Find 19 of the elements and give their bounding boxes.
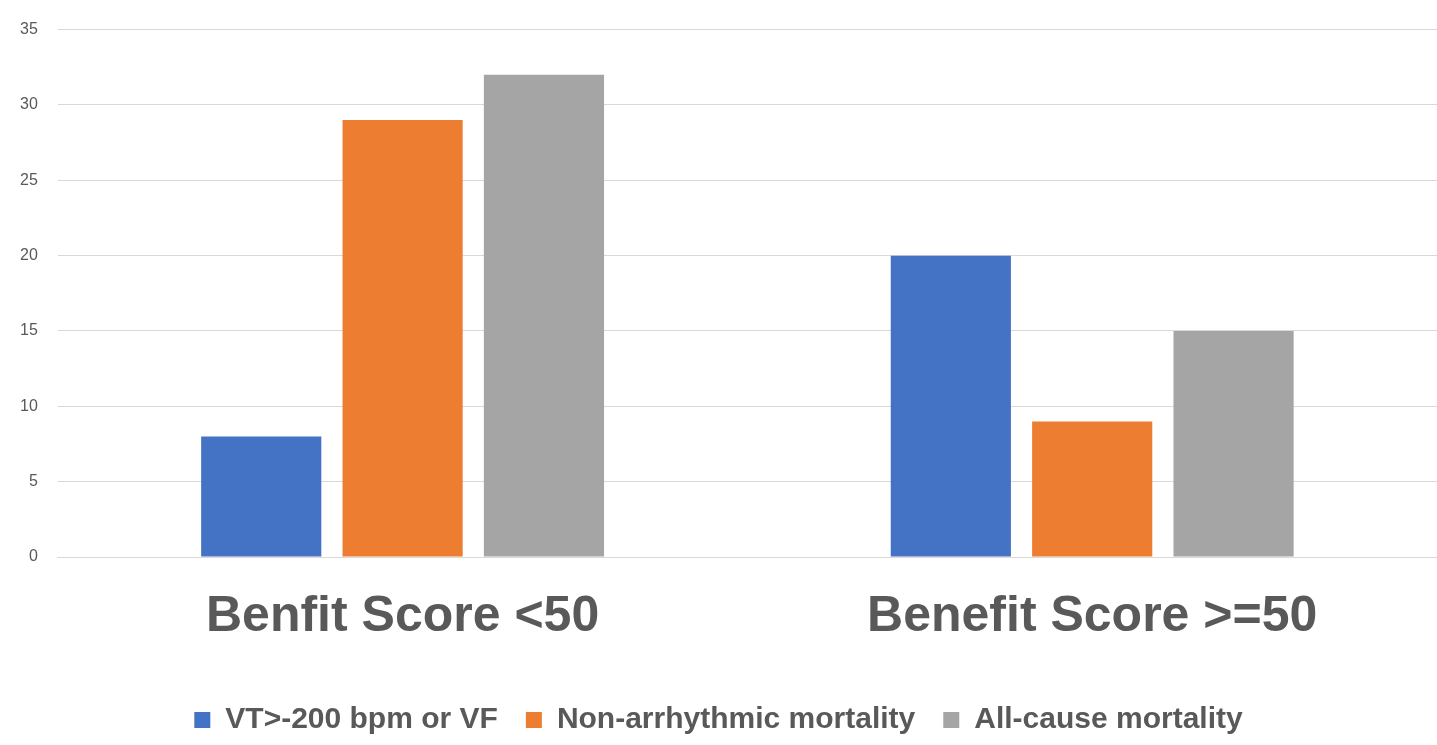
y-tick-label: 35 <box>20 20 38 38</box>
y-tick-label: 20 <box>20 246 38 264</box>
legend-label: All-cause mortality <box>974 701 1243 735</box>
bar <box>1173 330 1294 557</box>
x-tick-label: Benefit Score >=50 <box>867 585 1318 642</box>
y-tick-label: 15 <box>20 321 38 339</box>
x-tick-label: Benfit Score <50 <box>205 585 600 642</box>
y-tick-label: 5 <box>28 472 38 490</box>
bar <box>1032 421 1153 557</box>
legend-label: VT>-200 bpm or VF <box>225 701 498 735</box>
bar <box>342 120 463 557</box>
y-tick-label: 30 <box>20 95 38 113</box>
y-tick-label: 10 <box>20 396 38 414</box>
y-tick-label: 0 <box>28 547 38 565</box>
bar <box>483 74 605 557</box>
legend-label: Non-arrhythmic mortality <box>556 701 916 735</box>
bar <box>201 436 322 557</box>
y-tick-label: 25 <box>20 170 38 188</box>
bar <box>890 255 1011 557</box>
